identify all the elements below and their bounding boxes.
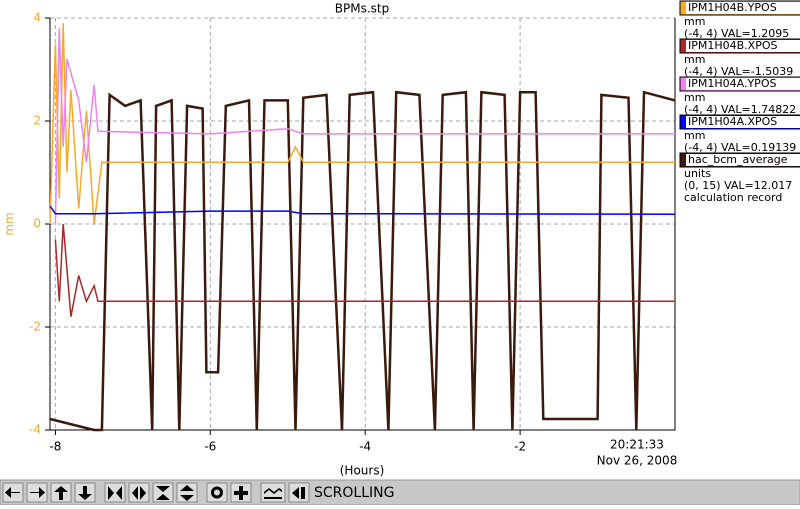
legend-name-box: [686, 154, 800, 166]
legend-info: (-4, 4) VAL=1.74822: [684, 103, 796, 116]
legend-name-box: [686, 78, 800, 90]
legend-info: (0, 15) VAL=12.017: [684, 179, 792, 192]
y-tick-label: 4: [33, 11, 41, 25]
button[interactable]: [128, 482, 150, 503]
legend-info: (-4, 4) VAL=1.2095: [684, 27, 789, 40]
legend-name: IPM1H04A.XPOS: [688, 115, 777, 128]
legend-note: calculation record: [684, 191, 782, 204]
legend-name-box: [686, 116, 800, 128]
toolbar-status: SCROLLING: [314, 485, 394, 501]
x-tick-label: -4: [359, 440, 371, 454]
legend-name-box: [686, 40, 800, 52]
chart-title: BPMs.stp: [335, 2, 389, 16]
legend-units: mm: [684, 129, 705, 142]
legend-units: units: [684, 167, 711, 180]
button[interactable]: [152, 482, 174, 503]
legend-name: IPM1H04B.YPOS: [688, 1, 777, 14]
plot: -4 -2 0 2 4 -8 -6 -4 -2: [29, 11, 676, 454]
legend-name: IPM1H04B.XPOS: [688, 39, 778, 52]
date-label: Nov 26, 2008: [597, 454, 678, 468]
x-axis-label: (Hours): [340, 464, 385, 478]
x-tick-label: -8: [49, 440, 61, 454]
series-line: [49, 205, 676, 215]
legend-units: mm: [684, 91, 705, 104]
y-axis-label: mm: [3, 212, 17, 235]
series-line: [54, 223, 675, 317]
legend-units: mm: [684, 15, 705, 28]
x-tick-label: -6: [204, 440, 216, 454]
y-tick-label: -4: [29, 423, 41, 437]
button[interactable]: [176, 482, 198, 503]
series-line: [54, 28, 675, 225]
y-tick-label: 0: [33, 217, 41, 231]
time-label: 20:21:33: [610, 438, 664, 452]
y-tick-label: -2: [29, 320, 41, 334]
series-line: [49, 23, 675, 225]
y-tick-label: 2: [33, 114, 41, 128]
background: [0, 0, 800, 480]
legend-info: (-4, 4) VAL=-1.5039: [684, 65, 793, 78]
legend-name: hac_bcm_average: [688, 153, 788, 166]
legend-units: mm: [684, 53, 705, 66]
legend-name-box: [686, 2, 800, 14]
legend-name: IPM1H04A.YPOS: [688, 77, 776, 90]
x-tick-label: -2: [514, 440, 526, 454]
toolbar-buttons: [2, 482, 310, 503]
series-line: [49, 90, 676, 432]
legend-info: (-4, 4) VAL=0.19139: [684, 141, 796, 154]
